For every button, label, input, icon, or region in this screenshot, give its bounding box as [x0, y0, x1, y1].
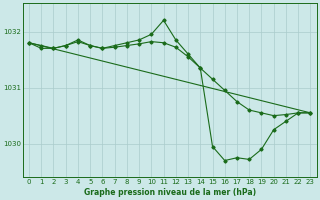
X-axis label: Graphe pression niveau de la mer (hPa): Graphe pression niveau de la mer (hPa) [84, 188, 256, 197]
